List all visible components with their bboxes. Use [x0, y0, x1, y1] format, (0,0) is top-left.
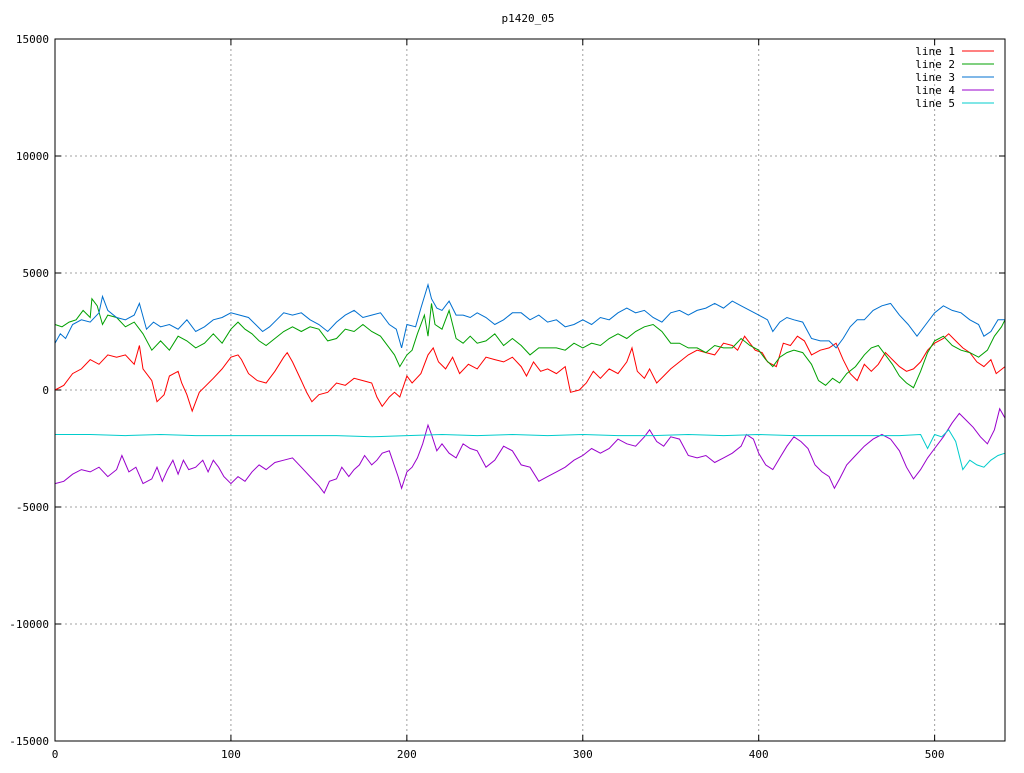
plot-frame — [54, 38, 1006, 742]
x-tick-label: 0 — [52, 748, 59, 761]
series-line-3 — [54, 282, 1005, 349]
grid-layer — [55, 39, 1005, 741]
y-tick-label: 15000 — [16, 33, 49, 46]
y-tick-label: 10000 — [16, 150, 49, 163]
chart-title: p1420_05 — [502, 12, 555, 25]
y-tick-label: -10000 — [9, 618, 49, 631]
legend-label-1: line 1 — [915, 45, 955, 58]
legend-label-5: line 5 — [915, 97, 955, 110]
legend-label-3: line 3 — [915, 71, 955, 84]
series-line-2 — [54, 297, 1006, 389]
x-tick-label: 100 — [221, 748, 241, 761]
series-line-5 — [55, 428, 1006, 471]
series-line-4 — [54, 407, 1006, 494]
y-tick-label: -5000 — [16, 501, 49, 514]
x-tick-label: 300 — [573, 748, 593, 761]
legend-label-4: line 4 — [915, 84, 955, 97]
series-line-1 — [54, 333, 1006, 413]
legend-label-2: line 2 — [915, 58, 955, 71]
y-tick-label: -15000 — [9, 735, 49, 748]
y-tick-label: 0 — [42, 384, 49, 397]
x-tick-label: 200 — [397, 748, 417, 761]
x-tick-label: 400 — [749, 748, 769, 761]
series-layer — [54, 282, 1006, 494]
x-tick-label: 500 — [925, 748, 945, 761]
y-tick-label: 5000 — [23, 267, 50, 280]
tick-layer: 0 100 200 300 400 500 -15000 -10000 -5000 0 5000 10… — [9, 33, 1005, 761]
